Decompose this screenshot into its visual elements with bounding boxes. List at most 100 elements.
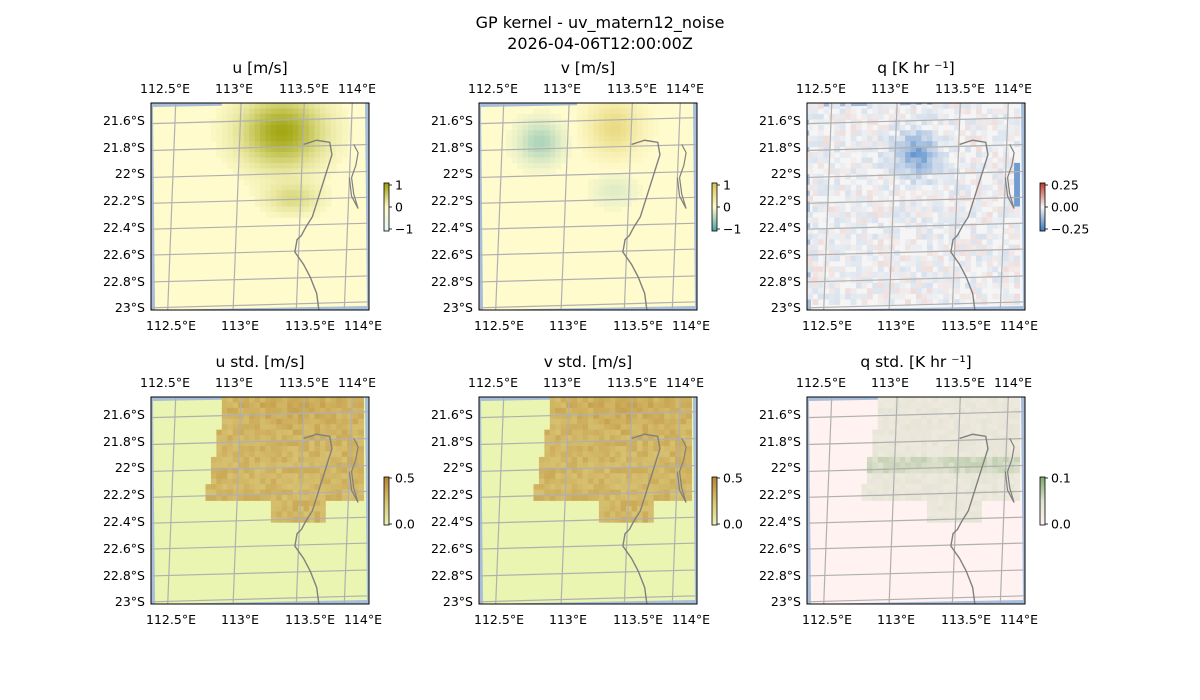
field-cell bbox=[260, 484, 266, 491]
field-cell bbox=[883, 397, 890, 403]
field-cell bbox=[637, 135, 643, 142]
field-cell bbox=[254, 201, 261, 207]
field-cell bbox=[845, 152, 851, 158]
field-cell bbox=[926, 407, 933, 414]
field-cell bbox=[292, 190, 299, 197]
field-cell bbox=[538, 462, 545, 469]
field-cell bbox=[669, 473, 676, 480]
field-cell bbox=[894, 440, 901, 447]
field-cell bbox=[647, 478, 654, 485]
field-cell bbox=[937, 195, 944, 202]
field-cell bbox=[604, 108, 611, 115]
field-cell bbox=[604, 113, 611, 120]
field-cell bbox=[965, 440, 971, 447]
field-cell bbox=[227, 484, 234, 491]
field-cell bbox=[637, 418, 643, 425]
field-cell bbox=[812, 217, 819, 224]
field-cell bbox=[877, 239, 884, 246]
field-cell bbox=[943, 184, 950, 191]
field-cell bbox=[330, 424, 337, 431]
field-cell bbox=[287, 500, 294, 507]
field-cell bbox=[970, 271, 977, 278]
field-cell bbox=[872, 179, 879, 186]
lon-tick-top: 113.5°E bbox=[935, 375, 985, 390]
field-cell bbox=[997, 173, 1004, 180]
field-cell bbox=[1014, 282, 1020, 289]
field-cell bbox=[932, 124, 939, 131]
panel-title: u std. [m/s] bbox=[215, 353, 304, 371]
field-cell bbox=[828, 271, 835, 278]
field-cell bbox=[877, 456, 884, 463]
lon-tick-top: 112.5°E bbox=[468, 375, 518, 390]
field-cell bbox=[533, 135, 540, 142]
field-cell bbox=[314, 462, 321, 469]
field-cell bbox=[910, 255, 917, 262]
field-cell bbox=[243, 402, 250, 409]
field-cell bbox=[680, 407, 687, 414]
field-cell bbox=[270, 511, 277, 518]
field-cell bbox=[243, 152, 250, 158]
field-cell bbox=[883, 108, 890, 115]
field-cell bbox=[615, 462, 622, 469]
field-cell bbox=[888, 271, 895, 278]
field-cell bbox=[861, 108, 868, 115]
field-cell bbox=[566, 489, 573, 496]
field-cell bbox=[243, 113, 250, 120]
field-cell bbox=[1014, 277, 1020, 284]
field-cell bbox=[916, 266, 922, 273]
field-cell bbox=[866, 195, 873, 202]
field-cell bbox=[555, 124, 562, 131]
field-cell bbox=[620, 451, 627, 458]
field-cell bbox=[812, 288, 819, 295]
field-cell bbox=[265, 495, 272, 501]
field-cell bbox=[582, 402, 589, 409]
field-cell bbox=[1008, 222, 1015, 229]
field-cells bbox=[506, 103, 660, 213]
field-cell bbox=[850, 141, 857, 147]
field-cell bbox=[615, 489, 622, 496]
field-cell bbox=[341, 446, 348, 452]
field-cell bbox=[276, 190, 283, 197]
field-cell bbox=[1008, 473, 1015, 480]
field-cell bbox=[894, 260, 901, 267]
field-cell bbox=[642, 413, 649, 420]
field-cell bbox=[926, 293, 933, 300]
field-cell bbox=[270, 484, 277, 491]
field-cell bbox=[916, 397, 922, 403]
field-cell bbox=[642, 146, 649, 153]
field-cell bbox=[899, 484, 906, 491]
field-cell bbox=[954, 135, 960, 142]
field-cell bbox=[970, 179, 977, 186]
field-cell bbox=[839, 217, 846, 224]
field-cells bbox=[861, 397, 1020, 523]
meridian bbox=[888, 397, 898, 604]
field-cell bbox=[986, 184, 993, 191]
field-cell bbox=[588, 451, 594, 458]
field-cell bbox=[341, 418, 348, 425]
field-cell bbox=[538, 124, 545, 131]
field-cell bbox=[954, 456, 960, 463]
field-cell bbox=[232, 478, 239, 485]
field-cell bbox=[932, 260, 939, 267]
field-cell bbox=[658, 462, 665, 469]
field-cell bbox=[232, 424, 239, 431]
field-cell bbox=[905, 255, 911, 262]
field-cell bbox=[221, 418, 228, 425]
field-cell bbox=[948, 119, 955, 126]
field-cell bbox=[817, 190, 824, 197]
field-cell bbox=[861, 266, 868, 273]
field-cell bbox=[970, 429, 977, 436]
field-cell bbox=[270, 467, 277, 474]
field-cell bbox=[992, 113, 999, 120]
field-cell bbox=[954, 277, 960, 284]
field-cell bbox=[937, 152, 944, 158]
field-cell bbox=[216, 152, 223, 158]
field-cell bbox=[604, 456, 611, 463]
field-cell bbox=[593, 424, 600, 431]
field-cell bbox=[850, 228, 857, 235]
meridian bbox=[295, 103, 305, 310]
field-cell bbox=[975, 124, 982, 131]
field-cell bbox=[926, 473, 933, 480]
field-cell bbox=[866, 456, 873, 463]
field-cell bbox=[276, 424, 283, 431]
